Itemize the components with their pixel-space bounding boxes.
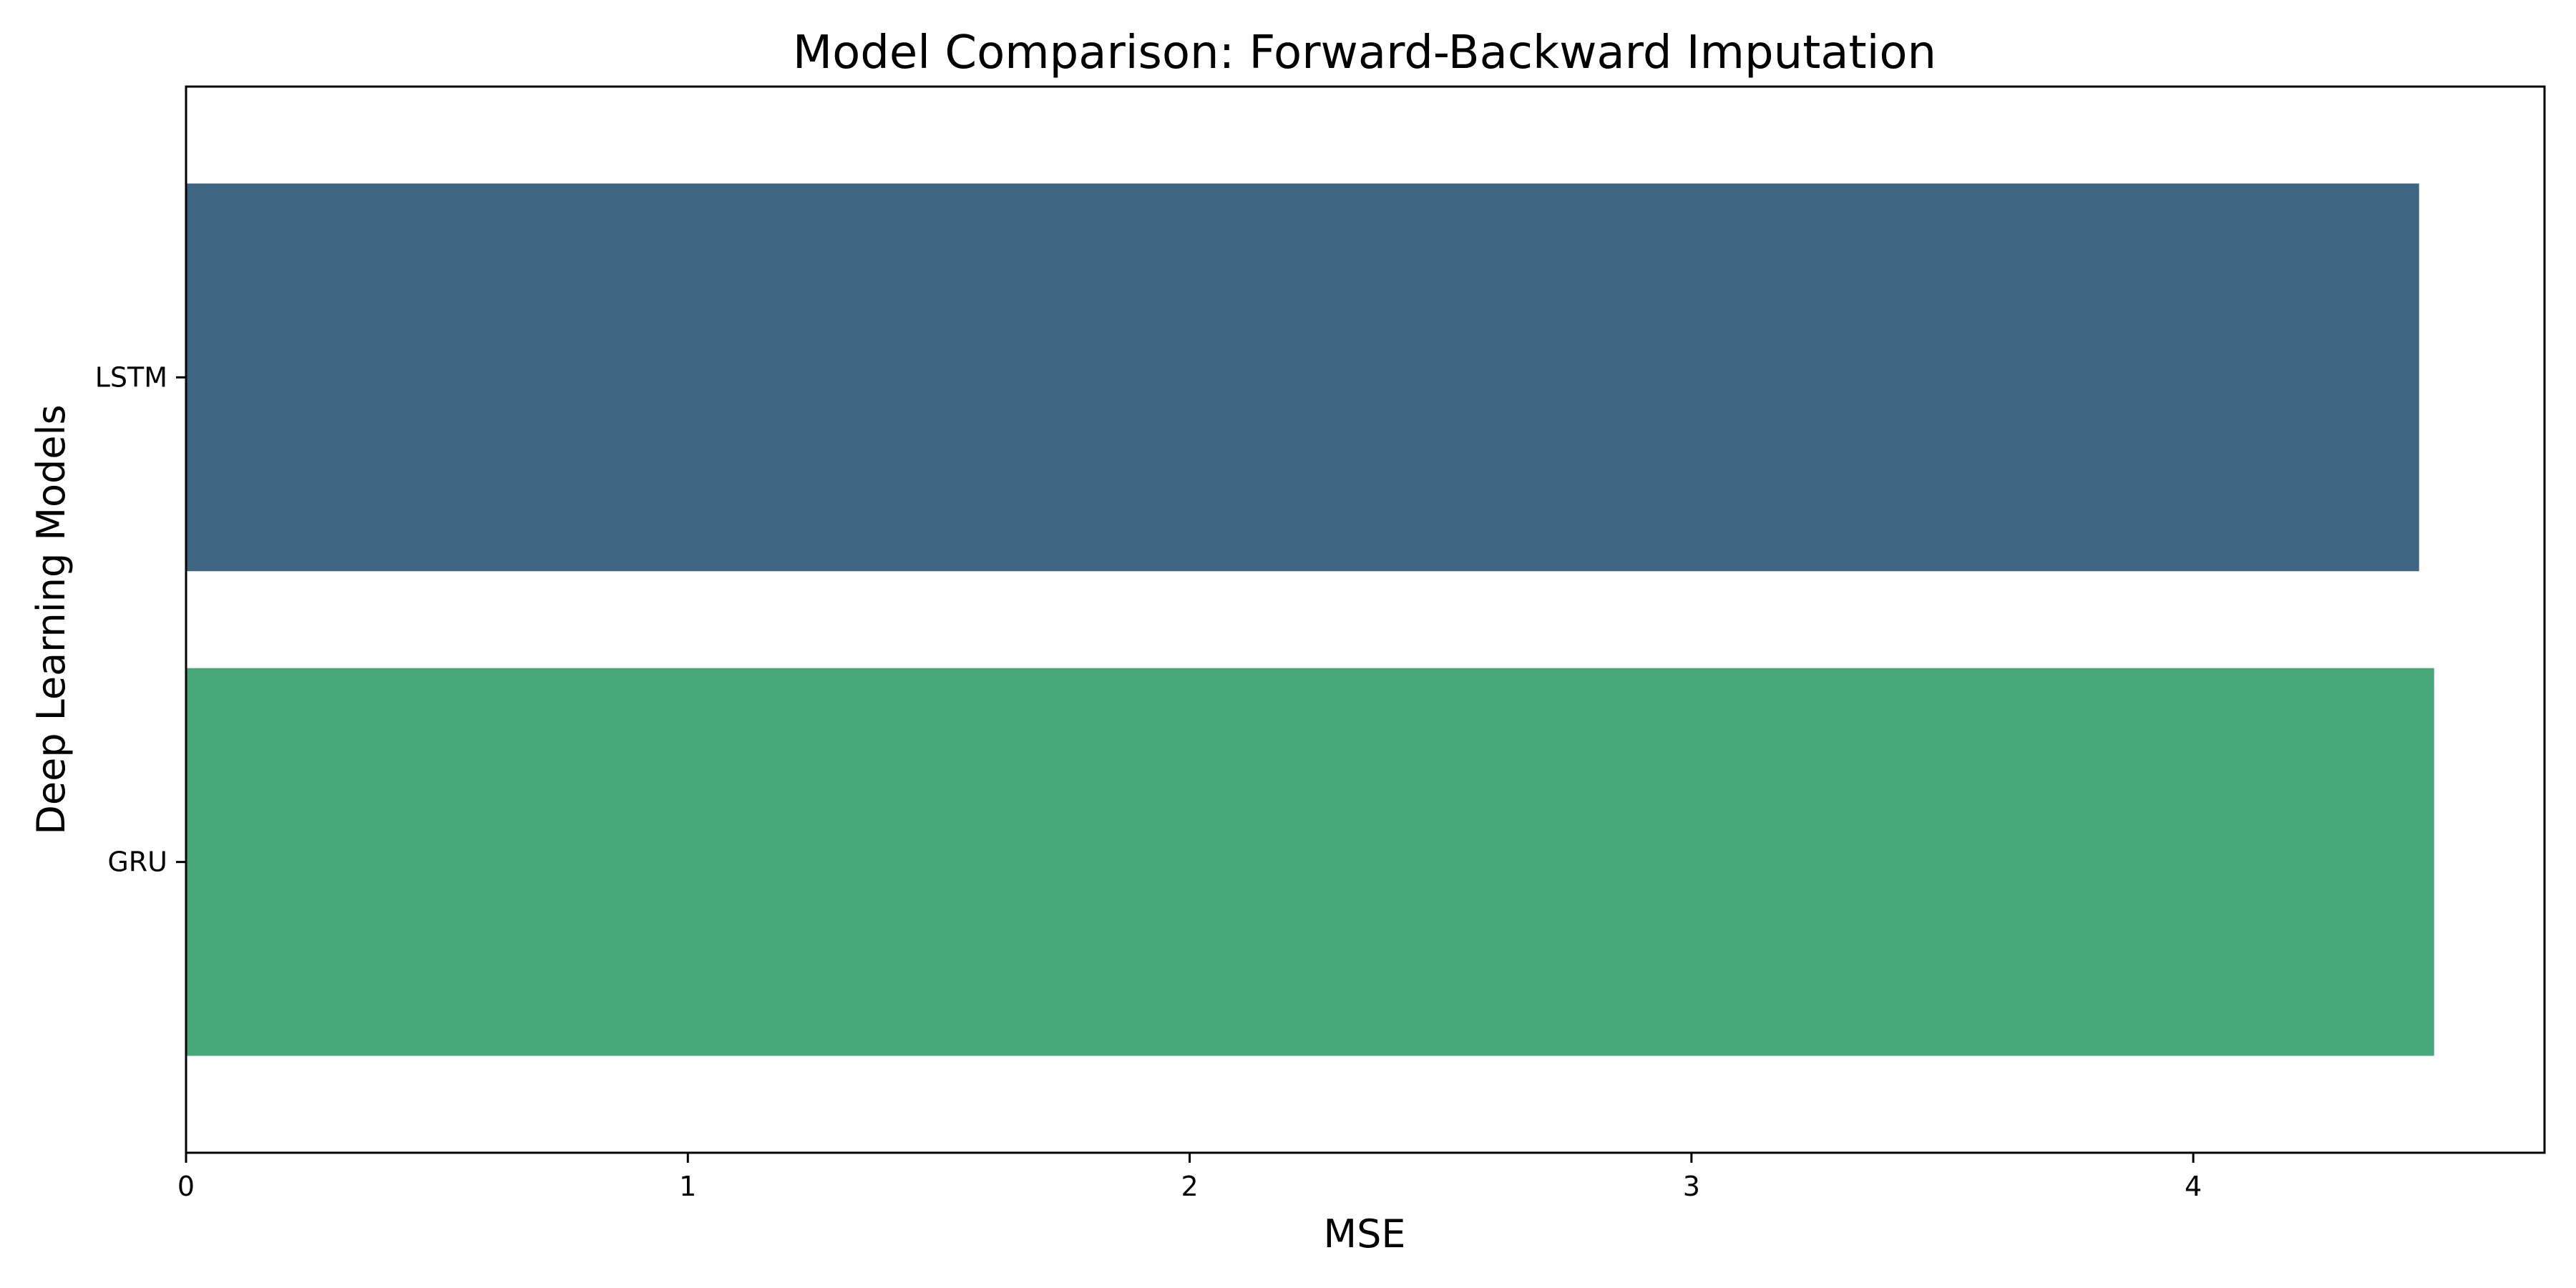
bar-lstm — [186, 183, 2419, 572]
x-axis-label: MSE — [1324, 1211, 1406, 1257]
x-tick-label: 0 — [177, 1171, 195, 1202]
chart-title: Model Comparison: Forward-Backward Imput… — [793, 26, 1936, 79]
x-ticks-group: 0 1 2 3 4 — [177, 1153, 2202, 1202]
y-ticks-group: LSTM GRU — [95, 361, 186, 878]
y-tick-label: LSTM — [95, 361, 167, 393]
x-tick-label: 1 — [679, 1171, 696, 1202]
x-tick-label: 4 — [2185, 1171, 2202, 1202]
x-tick-label: 3 — [1683, 1171, 1700, 1202]
bar-gru — [186, 668, 2434, 1056]
bars-group — [186, 183, 2434, 1056]
y-tick-label: GRU — [107, 847, 167, 878]
x-tick-label: 2 — [1181, 1171, 1198, 1202]
plot-frame — [185, 85, 2546, 1154]
y-axis-label: Deep Learning Models — [29, 404, 74, 834]
